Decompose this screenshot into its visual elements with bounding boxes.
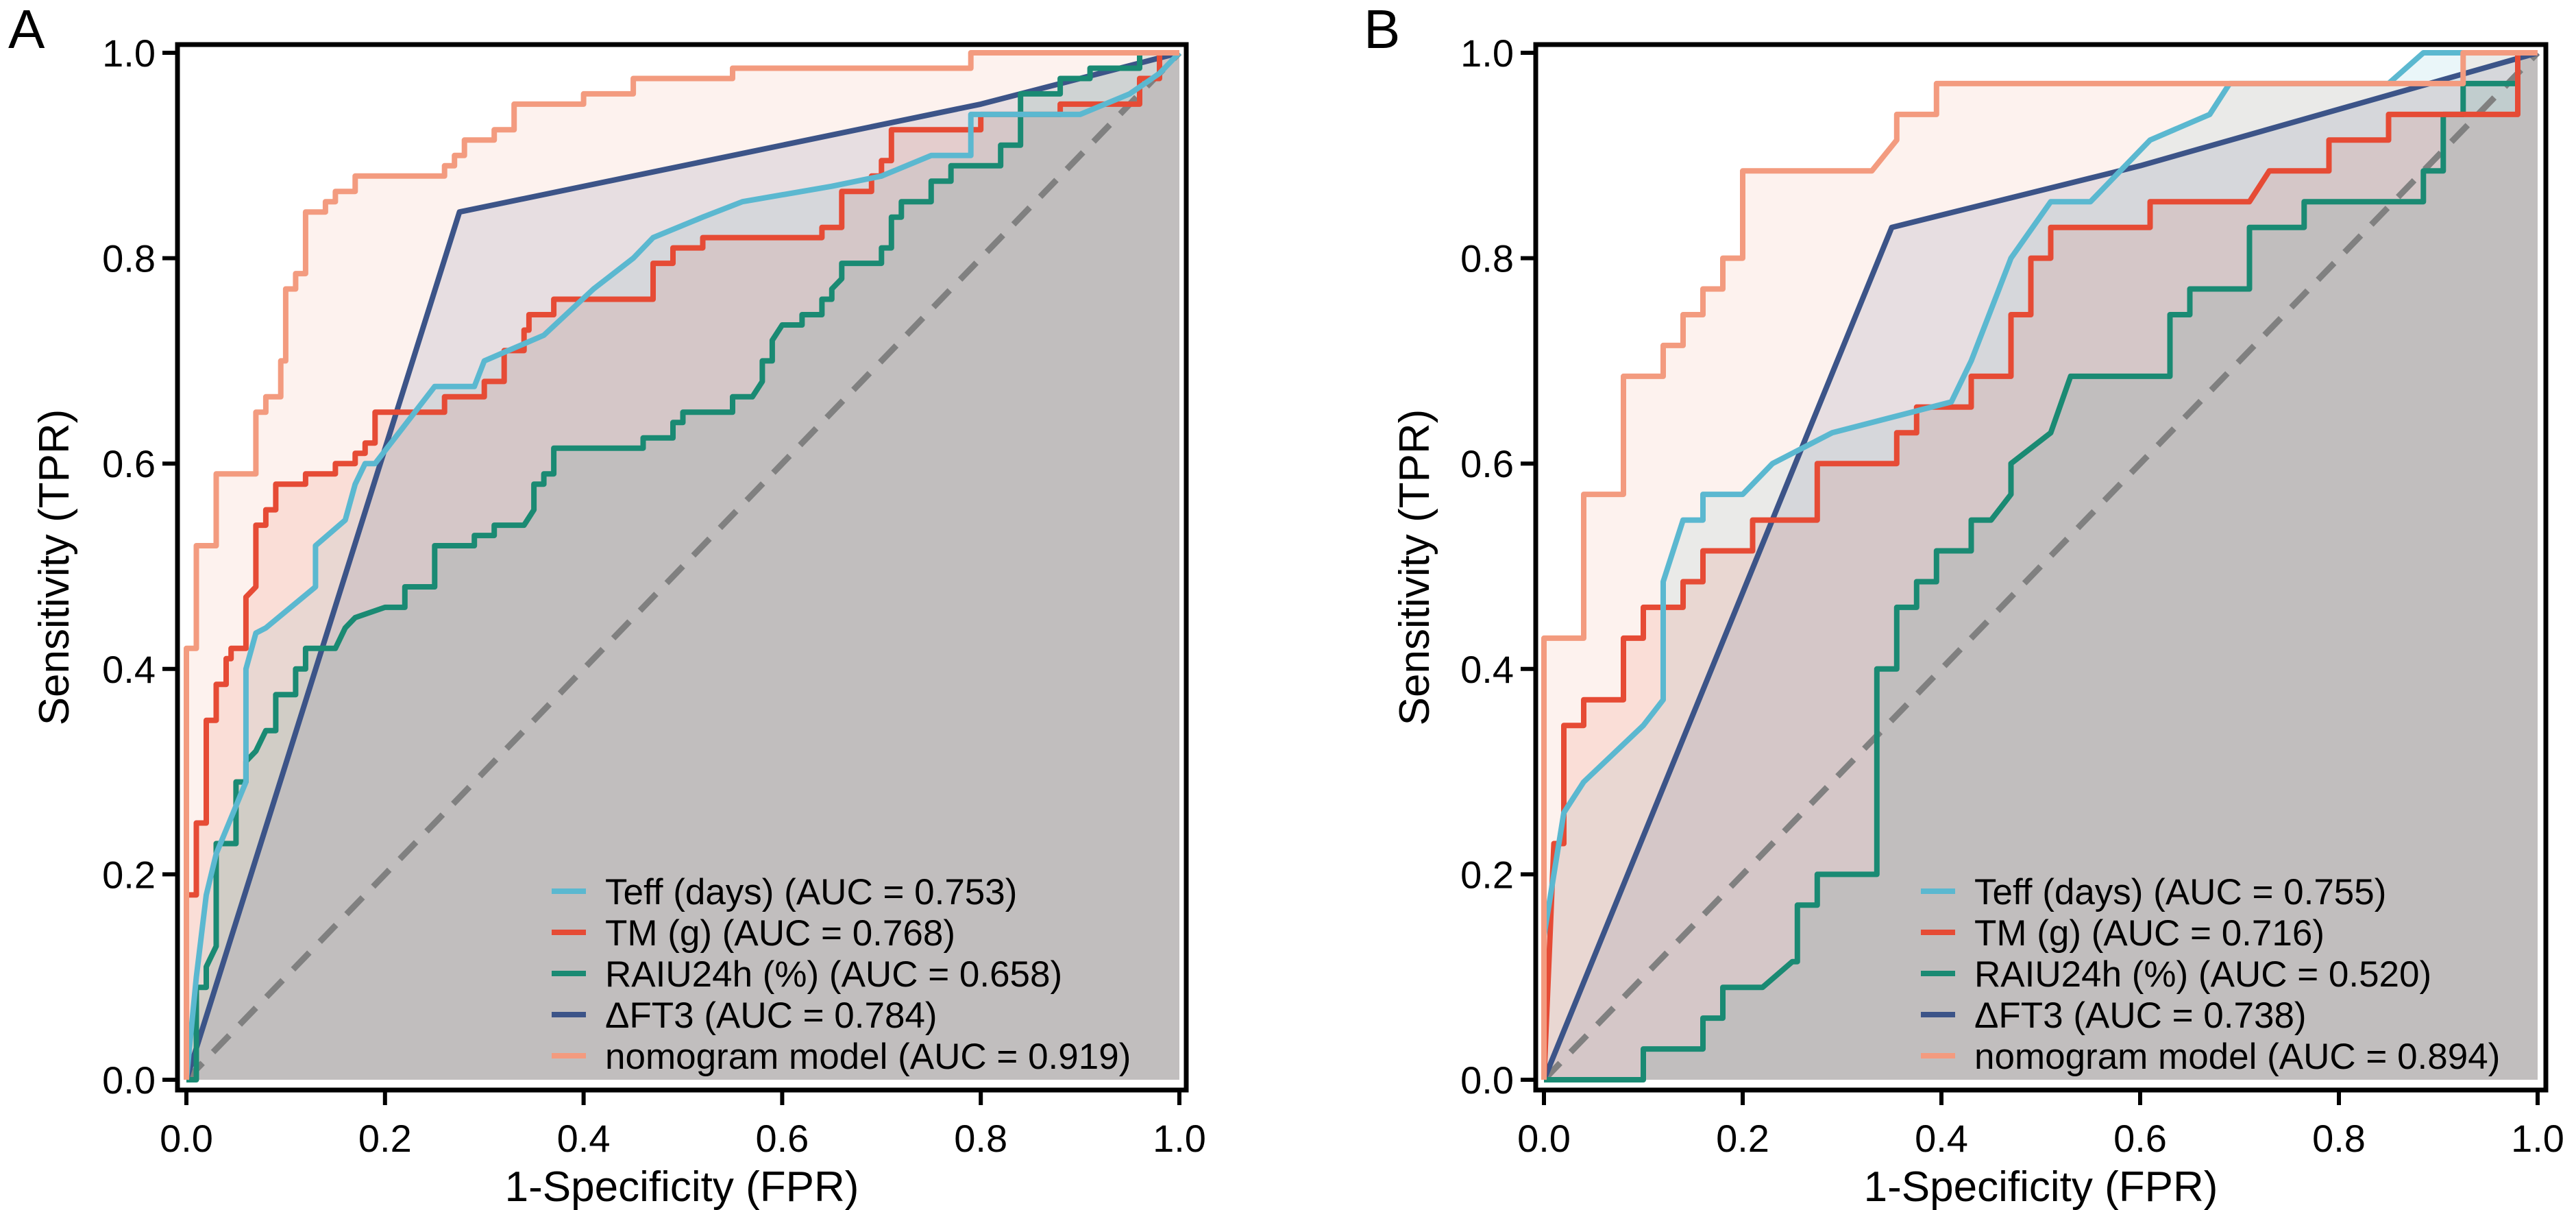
x-axis-label: 1-Specificity (FPR) [505, 1163, 859, 1210]
roc-curve-nomogram [1541, 50, 2538, 1080]
roc-curve-teff [184, 51, 1181, 1080]
x-tick-label: 0.6 [755, 1117, 809, 1160]
plot-frame [175, 42, 1189, 1093]
y-tick-label: 0.2 [102, 853, 156, 896]
legend: Teff (days) (AUC = 0.755)TM (g) (AUC = 0… [1921, 872, 2500, 1077]
y-tick-label: 0.0 [102, 1058, 156, 1102]
y-axis-label: Sensitivity (TPR) [1391, 409, 1438, 726]
legend-label-teff: Teff (days) (AUC = 0.753) [605, 872, 1017, 912]
x-tick-label: 1.0 [1153, 1117, 1206, 1160]
legend-label-raiu: RAIU24h (%) (AUC = 0.658) [605, 954, 1062, 995]
roc-curve-ft3 [184, 50, 1181, 1081]
legend-label-tm: TM (g) (AUC = 0.716) [1974, 913, 2324, 954]
y-tick-label: 0.2 [1460, 853, 1514, 896]
y-tick-label: 0.6 [1460, 442, 1514, 485]
roc-curve-tm [184, 50, 1179, 1080]
legend-label-teff: Teff (days) (AUC = 0.755) [1974, 872, 2386, 912]
roc-curve-tm [1541, 50, 2538, 1080]
roc-panel-b: 0.0 0.2 0.4 0.6 0.8 1.0 0.0 0.2 0.4 0.6 0.8 1.0 1-Sp… [1364, 0, 2564, 1210]
panel-label: A [8, 0, 45, 60]
roc-curve-teff [1541, 50, 2538, 1080]
x-tick-label: 0.8 [954, 1117, 1007, 1160]
roc-curve-nomogram [184, 50, 1179, 1080]
legend: Teff (days) (AUC = 0.753)TM (g) (AUC = 0… [552, 872, 1131, 1077]
x-tick-label: 0.4 [557, 1117, 611, 1160]
reference-diagonal-line [1541, 50, 2540, 1082]
auc-fill-group [1544, 53, 2538, 1080]
reference-diagonal-line [184, 50, 1182, 1082]
x-tick-label: 0.2 [358, 1117, 412, 1160]
y-tick-label: 0.0 [1460, 1058, 1514, 1102]
y-tick-label: 0.8 [1460, 237, 1514, 280]
x-tick-label: 0.0 [1517, 1117, 1571, 1160]
x-tick-label: 0.6 [2113, 1117, 2167, 1160]
y-tick-label: 0.4 [102, 648, 156, 691]
legend-label-raiu: RAIU24h (%) (AUC = 0.520) [1974, 954, 2431, 995]
x-tick-label: 0.4 [1915, 1117, 1968, 1160]
legend-label-nomogram: nomogram model (AUC = 0.894) [1974, 1037, 2500, 1077]
y-tick-label: 0.6 [102, 442, 156, 485]
plot-frame [1533, 42, 2549, 1093]
y-axis-label: Sensitivity (TPR) [31, 409, 78, 726]
legend-label-ft3: ΔFT3 (AUC = 0.738) [1974, 995, 2307, 1036]
x-tick-label: 0.0 [160, 1117, 213, 1160]
y-tick-label: 0.8 [102, 237, 156, 280]
x-axis-label: 1-Specificity (FPR) [1864, 1163, 2218, 1210]
roc-panel-a: 0.0 0.2 0.4 0.6 0.8 1.0 0.0 0.2 0.4 0.6 0.8 1.0 1-Sp… [8, 0, 1206, 1210]
roc-curve-raiu [186, 50, 1179, 1082]
legend-label-ft3: ΔFT3 (AUC = 0.784) [605, 995, 937, 1036]
legend-label-nomogram: nomogram model (AUC = 0.919) [605, 1037, 1131, 1077]
auc-fill-raiu [1544, 53, 2538, 1080]
roc-curve-raiu [1544, 50, 2538, 1082]
x-tick-label: 1.0 [2511, 1117, 2564, 1160]
roc-curve-ft3 [1541, 50, 2539, 1081]
x-tick-label: 0.8 [2312, 1117, 2366, 1160]
legend-label-tm: TM (g) (AUC = 0.768) [605, 913, 955, 954]
y-tick-label: 1.0 [1460, 32, 1514, 75]
panel-label: B [1364, 0, 1400, 60]
y-tick-label: 1.0 [102, 32, 156, 75]
y-tick-label: 0.4 [1460, 648, 1514, 691]
x-tick-label: 0.2 [1716, 1117, 1769, 1160]
